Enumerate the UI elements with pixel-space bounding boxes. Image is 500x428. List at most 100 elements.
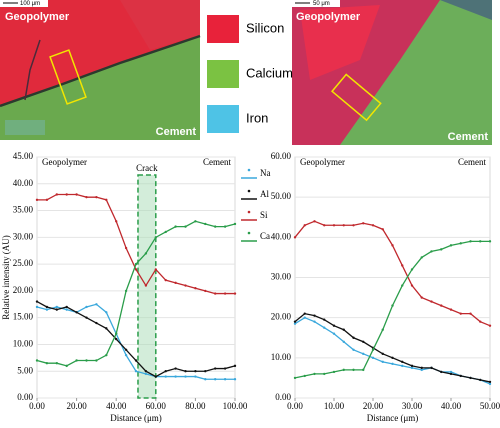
data-point [164,230,167,234]
data-point [105,311,108,314]
data-point [303,316,306,319]
data-point [75,311,78,314]
data-point [164,278,167,282]
data-point [293,236,297,239]
data-point [401,264,404,267]
y-tick-label: 0.00 [275,392,291,402]
data-point [55,193,58,196]
data-point [174,225,177,228]
x-axis-label: Distance (μm) [110,413,162,423]
legend-label: Silicon [246,20,284,35]
data-point [134,370,138,373]
data-point [164,375,167,378]
annotation: Geopolymer [42,157,87,167]
y-tick-label: 30.00 [13,231,34,241]
x-tick-label: 40.00 [106,401,127,411]
data-point [65,193,68,196]
data-point [313,320,316,323]
crack-band [137,174,157,399]
y-axis-label: Relative intensity (AU) [1,235,11,319]
data-point [35,300,39,303]
crack-label: Crack [136,163,158,173]
x-tick-label: 30.00 [402,401,423,411]
data-point [204,222,207,226]
y-tick-label: 60.00 [271,151,292,161]
x-tick-label: 20.00 [363,401,384,411]
data-point [134,359,138,362]
data-point [449,372,453,376]
data-point [223,367,227,370]
micrograph-left: 100 μm Geopolymer Cement [0,0,201,140]
data-point [381,328,384,331]
data-point [65,308,68,311]
data-point [144,370,148,373]
y-tick-label: 15.00 [13,312,34,322]
data-point [342,340,345,343]
data-point [35,198,39,202]
data-point [381,360,384,364]
charts: 0.00 5.00 10.00 15.00 20.00 25.00 30.00 35.00 40… [1,151,500,423]
legend-swatch [207,15,239,43]
data-point [342,224,345,227]
map-legend: Silicon Calcium Iron [207,15,293,133]
data-point [45,308,49,311]
data-point [105,327,108,330]
legend-label: Iron [246,110,268,125]
x-tick-label: 80.00 [185,401,206,411]
data-point [174,375,177,378]
image-label: Cement [448,131,489,143]
data-point [134,268,138,271]
data-point [449,244,453,247]
y-tick-label: 10.00 [13,339,34,349]
data-point [313,314,316,317]
data-point [440,248,443,251]
data-point [449,308,453,311]
data-point [323,326,326,329]
data-point [65,364,68,368]
y-tick-label: 40.00 [271,231,292,241]
data-point [479,240,482,243]
y-tick-label: 20.00 [271,312,292,322]
data-point [233,292,237,295]
data-point [144,372,148,376]
legend-label: Ca [260,231,270,241]
x-tick-label: 100.00 [223,401,248,411]
data-point [204,289,207,293]
data-point [449,370,453,374]
data-point [85,305,88,309]
data-point [410,268,414,271]
data-point [410,284,414,287]
data-point [223,378,227,381]
data-point [35,359,39,362]
data-point [214,225,217,228]
data-point [124,348,128,351]
data-point [352,348,355,351]
data-point [488,324,492,327]
data-point [184,375,187,378]
data-point [479,378,482,382]
data-point [45,198,49,202]
data-point [323,224,326,227]
data-point [440,370,443,374]
data-point [362,368,365,372]
series-line [36,303,235,380]
data-point [144,252,148,255]
series-line [294,312,491,383]
data-point [204,378,207,381]
data-point [45,361,49,365]
data-point [55,308,58,311]
data-point [65,305,68,309]
legend-label: Na [260,168,271,178]
data-point [323,372,326,376]
y-tick-label: 0.00 [17,392,33,402]
y-tick-label: 30.00 [271,272,292,282]
scale-label: 100 μm [20,1,40,7]
data-point [154,375,157,378]
data-point [401,360,404,364]
y-tick-label: 50.00 [271,191,292,201]
y-tick-label: 35.00 [13,205,34,215]
data-point [410,364,414,368]
annotation: Cement [458,157,486,167]
data-point [469,376,472,380]
data-point [35,305,39,309]
